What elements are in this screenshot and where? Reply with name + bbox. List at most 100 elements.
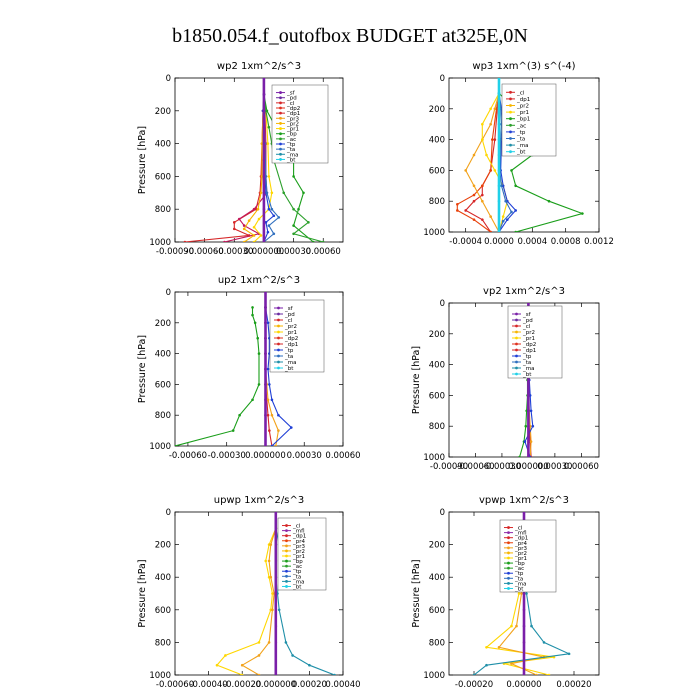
legend-marker bbox=[277, 324, 280, 328]
series-line-pr1 bbox=[481, 93, 508, 232]
series-point bbox=[262, 142, 266, 145]
legend-entry: _ta bbox=[522, 360, 531, 366]
legend-entry: _bt bbox=[514, 586, 524, 592]
legend-marker bbox=[515, 348, 518, 352]
series-point bbox=[481, 138, 484, 141]
panel-title: wp2 1xm^2/s^3 bbox=[217, 61, 301, 72]
legend-box bbox=[499, 519, 557, 593]
legend: _sf_pd_cl_dp2_dp1_pr3_pr2_pr1_bp_ac_tp_t… bbox=[271, 84, 329, 163]
legend-marker bbox=[285, 534, 288, 538]
legend-marker bbox=[285, 554, 288, 558]
y-tick-label: 400 bbox=[155, 350, 171, 360]
series-point bbox=[262, 175, 266, 178]
series-point bbox=[472, 218, 476, 221]
legend-marker bbox=[285, 549, 288, 553]
legend-marker bbox=[279, 137, 282, 141]
legend-entry: _pr3 bbox=[286, 116, 300, 122]
series-point bbox=[456, 209, 459, 212]
series-point bbox=[497, 645, 501, 649]
legend-entry: _cl bbox=[522, 324, 531, 330]
legend-entry: _ta bbox=[284, 354, 293, 360]
series-point bbox=[232, 227, 236, 231]
series-point bbox=[264, 292, 267, 294]
legend-marker bbox=[509, 104, 512, 107]
y-tick-label: 1000 bbox=[149, 671, 171, 681]
x-tick-label: 0.00060 bbox=[306, 247, 341, 257]
series-point bbox=[183, 240, 187, 242]
legend-marker bbox=[507, 551, 510, 555]
series-point bbox=[247, 219, 251, 222]
legend-entry: _tp bbox=[514, 571, 524, 577]
series-line-pr2 bbox=[241, 528, 277, 675]
series-point bbox=[267, 207, 271, 211]
y-tick-label: 400 bbox=[429, 573, 445, 583]
series-point bbox=[542, 641, 546, 644]
series-point bbox=[292, 232, 295, 236]
legend-entry: _tp bbox=[284, 348, 294, 354]
legend-entry: _bt bbox=[284, 366, 294, 372]
legend-entry: _ta bbox=[286, 147, 295, 153]
x-tick-label: 0.0008 bbox=[551, 237, 581, 247]
y-tick-label: 0 bbox=[440, 299, 445, 309]
legend-marker bbox=[509, 137, 512, 140]
legend-entry: _pr1 bbox=[284, 330, 297, 336]
series-point bbox=[522, 641, 526, 644]
series-point bbox=[257, 352, 261, 355]
series-point bbox=[489, 215, 492, 218]
y-tick-label: 400 bbox=[429, 361, 445, 371]
series-point bbox=[259, 191, 263, 195]
legend-marker bbox=[507, 587, 510, 590]
series-point bbox=[242, 224, 246, 227]
x-tick-label: -0.00090 bbox=[430, 462, 468, 472]
series-point bbox=[253, 321, 257, 325]
x-tick-label: -0.00060 bbox=[169, 451, 207, 461]
y-tick-label: 1000 bbox=[423, 453, 445, 463]
x-tick-label: 0.0012 bbox=[584, 237, 614, 247]
series-point bbox=[535, 673, 538, 675]
series-point bbox=[497, 138, 501, 141]
series-point bbox=[277, 608, 281, 612]
legend-marker bbox=[279, 91, 282, 94]
panel-vpwp: vpwp 1xm^2/s^3 Pressure [hPa] 0 200 400 600 80… bbox=[411, 495, 600, 690]
series-point bbox=[267, 641, 271, 644]
y-tick-label: 600 bbox=[155, 380, 171, 390]
series-point bbox=[292, 207, 295, 211]
legend-entry: _pr3 bbox=[514, 546, 528, 552]
panel-upwp: upwp 1xm^2/s^3 Pressure [hPa] 0 200 400 600 80… bbox=[137, 495, 361, 690]
series-point bbox=[284, 641, 288, 644]
series-point bbox=[472, 193, 476, 197]
series-line-pr2 bbox=[243, 94, 265, 242]
legend-entry: _bp bbox=[514, 561, 525, 567]
legend-entry: _bt bbox=[292, 584, 302, 590]
series-point bbox=[262, 78, 266, 80]
y-tick-label: 600 bbox=[429, 391, 445, 401]
series-point bbox=[267, 559, 271, 563]
legend-marker bbox=[285, 524, 288, 527]
series-point bbox=[270, 413, 274, 417]
y-tick-label: 200 bbox=[429, 330, 445, 340]
series-point bbox=[497, 78, 501, 80]
legend-marker bbox=[279, 111, 282, 115]
series-point bbox=[527, 455, 530, 457]
legend-entry: _pr1 bbox=[516, 110, 529, 116]
legend-marker bbox=[515, 336, 518, 340]
series-point bbox=[266, 142, 270, 145]
legend-marker bbox=[515, 330, 518, 334]
series-point bbox=[265, 191, 269, 195]
legend-marker bbox=[509, 90, 512, 94]
series-point bbox=[297, 207, 300, 211]
legend: _cl_mfl_dp1_pr4_pr3_pr2_pr1_bp_ac_tp_ta_… bbox=[499, 519, 557, 593]
series-point bbox=[530, 624, 533, 628]
series-point bbox=[514, 209, 517, 212]
legend-marker bbox=[507, 571, 510, 575]
x-tick-label: 0.000000 bbox=[245, 451, 286, 461]
legend-marker bbox=[285, 559, 288, 563]
y-axis-label: Pressure [hPa] bbox=[411, 346, 422, 414]
legend: _sf_pd_cl_pr2_pr1_dp2_dp1_tp_ta_ma_bt bbox=[269, 299, 325, 373]
y-tick-label: 200 bbox=[155, 541, 171, 551]
series-point bbox=[522, 608, 526, 612]
y-tick-label: 800 bbox=[429, 422, 445, 432]
series-point bbox=[264, 367, 267, 371]
series-point bbox=[274, 624, 278, 628]
